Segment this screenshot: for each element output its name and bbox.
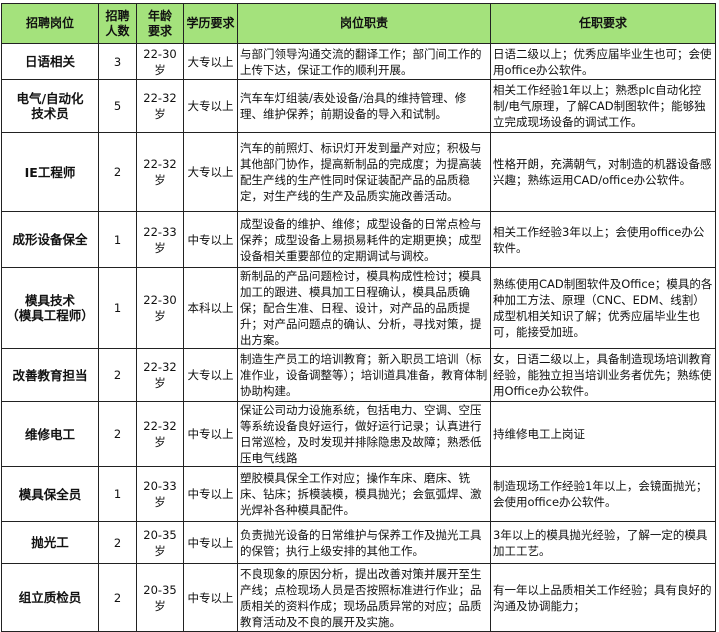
position-cell: 模具技术 （模具工程师） — [1, 267, 99, 349]
duties-cell: 制造生产员工的培训教育；新入职员工培训（标准作业，设备调整等）；培训道具准备，教… — [237, 348, 491, 402]
recruitment-table: 招聘岗位 招聘 人数 年龄 要求 学历要求 岗位职责 任职要求 日语相关 3 22-… — [1, 3, 716, 632]
age-cell: 22-33岁 — [136, 211, 184, 268]
education-cell: 中专以上 — [183, 563, 238, 632]
header-position: 招聘岗位 — [1, 3, 99, 44]
requirements-cell: 3年以上的模具抛光经验，了解一定的模具加工工艺。 — [490, 521, 716, 564]
duties-cell: 成型设备的维护、维修；成型设备的日常点检与保养；成型设备上易损易耗件的定期更换；… — [237, 211, 491, 268]
duties-cell: 与部门领导沟通交流的翻译工作；部门间工作的上传下达，保证工作的顺利开展。 — [237, 43, 491, 80]
position-cell: 电气/自动化 技术员 — [1, 79, 99, 133]
duties-cell: 汽车的前照灯、标识灯开发到量产对应；积极与其他部门协作，提高新制品的完成度；为提… — [237, 132, 491, 212]
requirements-cell: 性格开朗，充满朝气，对制造的机器设备感兴趣；熟练运用CAD/office办公软件… — [490, 132, 716, 212]
header-duties: 岗位职责 — [237, 3, 491, 44]
age-cell: 22-30岁 — [136, 43, 184, 80]
education-cell: 中专以上 — [183, 521, 238, 564]
table-row: 维修电工 2 22-32岁 中专以上 保证公司动力设施系统，包括电力、空调、空压等系统设… — [1, 401, 716, 467]
age-cell: 20-35岁 — [136, 521, 184, 564]
table-row: IE工程师 2 22-32岁 大专以上 汽车的前照灯、标识灯开发到量产对应；积极与其他部… — [1, 132, 716, 212]
requirements-cell: 熟练使用CAD制图软件及Office；模具的各种加工方法、原理（CNC、EDM、… — [490, 267, 716, 349]
education-cell: 中专以上 — [183, 401, 238, 467]
position-cell: 成形设备保全 — [1, 211, 99, 268]
duties-cell: 保证公司动力设施系统，包括电力、空调、空压等系统设备良好运行，做好运行记录；认真… — [237, 401, 491, 467]
education-cell: 大专以上 — [183, 43, 238, 80]
education-cell: 大专以上 — [183, 348, 238, 402]
header-age: 年龄 要求 — [136, 3, 184, 44]
position-cell: IE工程师 — [1, 132, 99, 212]
age-cell: 20-35岁 — [136, 563, 184, 632]
duties-cell: 塑胶模具保全工作对应；操作车床、磨床、铣床、钻床；拆模装模，模具抛光；会氩弧焊、… — [237, 466, 491, 522]
position-cell: 模具保全员 — [1, 466, 99, 522]
requirements-cell: 相关工作经验3年以上；会使用office办公软件。 — [490, 211, 716, 268]
requirements-cell: 女，日语二级以上，具备制造现场培训教育经验，能独立担当培训业务者优先；熟练使用O… — [490, 348, 716, 402]
count-cell: 5 — [98, 79, 137, 133]
count-cell: 1 — [98, 466, 137, 522]
table-row: 组立质检员 2 20-35岁 中专以上 不良现象的原因分析，提出改善对策并展开至生产线；… — [1, 563, 716, 632]
table-row: 成形设备保全 1 22-33岁 中专以上 成型设备的维护、维修；成型设备的日常点检与保养… — [1, 211, 716, 268]
count-cell: 1 — [98, 267, 137, 349]
age-cell: 22-32岁 — [136, 348, 184, 402]
count-cell: 2 — [98, 348, 137, 402]
requirements-cell: 制造现场工作经验1年以上，会镜面抛光；会使用office办公软件。 — [490, 466, 716, 522]
age-cell: 22-32岁 — [136, 401, 184, 467]
header-requirements: 任职要求 — [490, 3, 716, 44]
count-cell: 3 — [98, 43, 137, 80]
requirements-cell: 持维修电工上岗证 — [490, 401, 716, 467]
table-row: 改善教育担当 2 22-32岁 大专以上 制造生产员工的培训教育；新入职员工培训（标准作… — [1, 348, 716, 402]
table-row: 模具保全员 1 20-33岁 中专以上 塑胶模具保全工作对应；操作车床、磨床、铣床、钻床… — [1, 466, 716, 522]
count-cell: 2 — [98, 521, 137, 564]
header-count: 招聘 人数 — [98, 3, 137, 44]
header-row: 招聘岗位 招聘 人数 年龄 要求 学历要求 岗位职责 任职要求 — [1, 3, 716, 44]
age-cell: 22-32岁 — [136, 132, 184, 212]
education-cell: 中专以上 — [183, 211, 238, 268]
education-cell: 大专以上 — [183, 79, 238, 133]
position-cell: 抛光工 — [1, 521, 99, 564]
count-cell: 2 — [98, 563, 137, 632]
age-cell: 22-32岁 — [136, 79, 184, 133]
education-cell: 大专以上 — [183, 132, 238, 212]
count-cell: 2 — [98, 401, 137, 467]
education-cell: 本科以上 — [183, 267, 238, 349]
duties-cell: 汽车车灯组装/表处设备/治具的维持管理、修理、维护保养；前期设备的导入和试制。 — [237, 79, 491, 133]
requirements-cell: 有一年以上品质相关工作经验；具有良好的沟通及协调能力； — [490, 563, 716, 632]
position-cell: 日语相关 — [1, 43, 99, 80]
position-cell: 维修电工 — [1, 401, 99, 467]
duties-cell: 负责抛光设备的日常维护与保养工作及抛光工具的保管；执行上级安排的其他工作。 — [237, 521, 491, 564]
requirements-cell: 相关工作经验1年以上；熟悉plc自动化控制/电气原理，了解CAD制图软件；能够独… — [490, 79, 716, 133]
age-cell: 22-30岁 — [136, 267, 184, 349]
position-cell: 改善教育担当 — [1, 348, 99, 402]
header-education: 学历要求 — [183, 3, 238, 44]
count-cell: 2 — [98, 132, 137, 212]
age-cell: 20-33岁 — [136, 466, 184, 522]
education-cell: 中专以上 — [183, 466, 238, 522]
table-row: 电气/自动化 技术员 5 22-32岁 大专以上 汽车车灯组装/表处设备/治具的维持管理… — [1, 79, 716, 133]
requirements-cell: 日语二级以上；优秀应届毕业生也可；会使用office办公软件。 — [490, 43, 716, 80]
count-cell: 1 — [98, 211, 137, 268]
table-row: 模具技术 （模具工程师） 1 22-30岁 本科以上 新制品的产品问题检讨，模具构成性检… — [1, 267, 716, 349]
table-row: 日语相关 3 22-30岁 大专以上 与部门领导沟通交流的翻译工作；部门间工作的上传下达… — [1, 43, 716, 80]
position-cell: 组立质检员 — [1, 563, 99, 632]
table-row: 抛光工 2 20-35岁 中专以上 负责抛光设备的日常维护与保养工作及抛光工具的保管；执… — [1, 521, 716, 564]
duties-cell: 不良现象的原因分析，提出改善对策并展开至生产线；点检现场人员是否按照标准进行作业… — [237, 563, 491, 632]
duties-cell: 新制品的产品问题检讨，模具构成性检讨；模具加工的跟进、模具加工日程确认，模具品质… — [237, 267, 491, 349]
